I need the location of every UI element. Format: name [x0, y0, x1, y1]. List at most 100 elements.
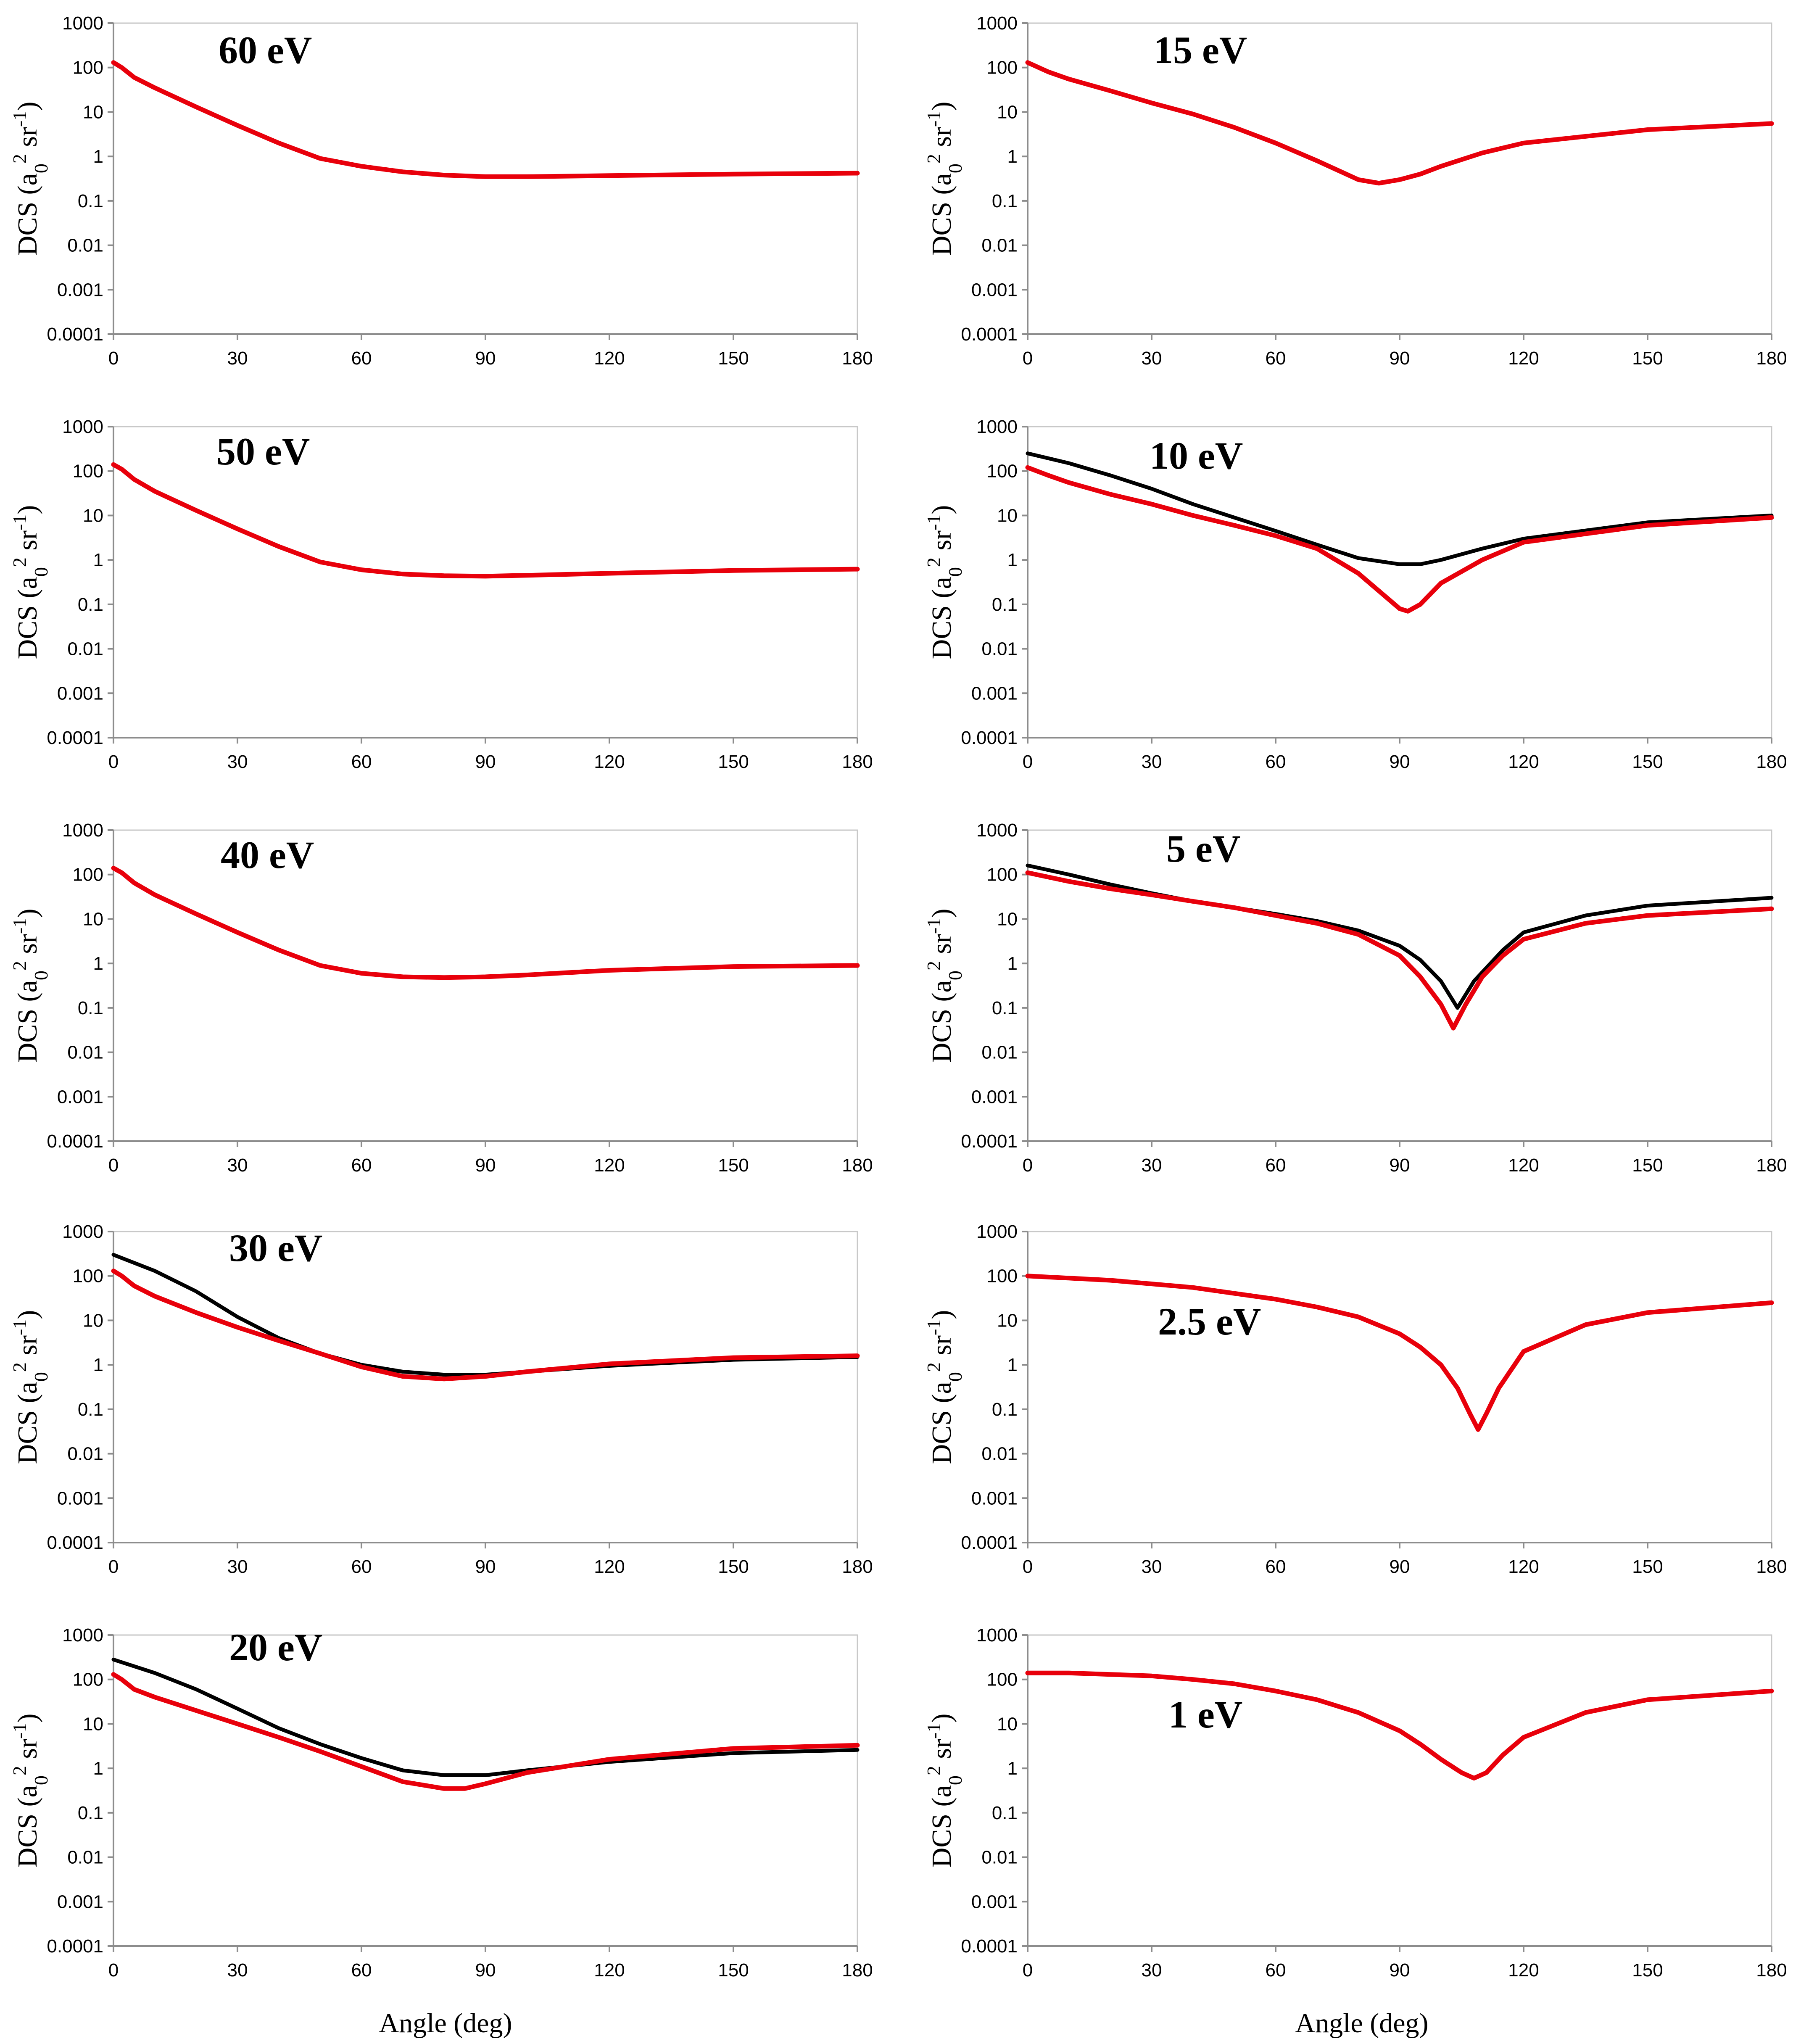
x-tick-label: 90	[475, 1556, 496, 1577]
y-axis-title-part: DCS (a	[12, 980, 43, 1063]
chart-panel: 0.0001 0.001 0.01 0.1 1 10 100 1000 0 30 60 90 120 15…	[923, 1221, 1787, 1577]
y-tick-label: 0.1	[78, 1803, 103, 1823]
y-axis-title-part: DCS (a	[12, 1382, 43, 1464]
chart-panel: 0.0001 0.001 0.01 0.1 1 10 100 1000 0 30 60 90 120 15…	[923, 417, 1787, 772]
y-tick-label: 100	[987, 865, 1018, 885]
x-tick-label: 60	[1266, 1556, 1286, 1577]
x-tick-label: 150	[1632, 752, 1663, 772]
x-tick-label: 120	[1508, 1155, 1539, 1176]
x-tick-label: 180	[842, 752, 873, 772]
x-tick-label: 30	[227, 752, 248, 772]
y-tick-label: 10	[997, 909, 1018, 929]
y-axis-title-part: DCS (a	[926, 980, 957, 1063]
y-axis-title-part: 2	[923, 1362, 944, 1372]
y-axis-title-part: -1	[923, 514, 944, 530]
x-tick-label: 0	[108, 348, 119, 369]
x-tick-label: 30	[227, 1556, 248, 1577]
y-axis-title-part: -1	[9, 514, 30, 530]
y-tick-label: 0.1	[78, 594, 103, 615]
y-tick-label: 1000	[976, 1625, 1018, 1646]
x-tick-label: 60	[351, 752, 372, 772]
y-tick-label: 0.1	[78, 191, 103, 211]
x-tick-label: 150	[1632, 1155, 1663, 1176]
series-line-red	[1025, 465, 1774, 614]
y-axis-title: DCS (a02 sr-1)	[9, 1310, 52, 1464]
y-tick-label: 1	[93, 1355, 103, 1375]
y-axis-title-part: DCS (a	[926, 173, 957, 256]
y-tick-label: 0.001	[57, 1488, 103, 1509]
y-axis-title: DCS (a02 sr-1)	[923, 505, 966, 659]
series-line-black	[1026, 451, 1774, 566]
y-tick-label: 100	[73, 1266, 103, 1287]
y-tick-label: 0.1	[992, 1399, 1018, 1420]
y-axis-title-part: sr	[12, 1739, 43, 1766]
x-tick-label: 0	[1023, 348, 1033, 369]
x-tick-label: 0	[108, 752, 119, 772]
x-tick-label: 90	[1390, 1960, 1410, 1981]
y-axis-title-part: )	[926, 909, 957, 918]
y-tick-label: 1000	[976, 417, 1018, 437]
y-tick-label: 100	[987, 461, 1018, 482]
x-tick-label: 90	[1390, 752, 1410, 772]
y-axis-title-part: 2	[9, 154, 30, 164]
y-tick-label: 0.0001	[47, 324, 103, 345]
y-tick-label: 1000	[976, 820, 1018, 841]
y-tick-label: 0.001	[57, 280, 103, 300]
x-tick-label: 90	[475, 1960, 496, 1981]
y-tick-label: 1	[93, 953, 103, 974]
x-tick-label: 180	[842, 348, 873, 369]
y-axis-title-part: )	[12, 909, 43, 918]
y-tick-label: 0.1	[992, 594, 1018, 615]
chart-panel: 0.0001 0.001 0.01 0.1 1 10 100 1000 0 30 60 90 120 15…	[923, 1625, 1787, 1981]
y-axis-title-part: -1	[923, 1723, 944, 1739]
plot-area	[1027, 829, 1772, 1142]
y-tick-label: 1	[93, 1758, 103, 1779]
x-axis-label-right: Angle (deg)	[1295, 2008, 1428, 2039]
plot-area	[113, 1634, 858, 1947]
y-tick-label: 0.0001	[47, 1532, 103, 1553]
y-tick-label: 10	[997, 1714, 1018, 1734]
y-tick-label: 1000	[976, 1221, 1018, 1242]
y-axis-title-part: -1	[923, 1319, 944, 1335]
y-tick-label: 0.001	[57, 1891, 103, 1912]
series-line-red	[111, 60, 860, 179]
panel-energy-label: 40 eV	[221, 833, 314, 876]
y-axis-title-part: 0	[30, 164, 52, 173]
x-tick-label: 120	[1508, 752, 1539, 772]
plot-area	[113, 1231, 858, 1543]
y-axis-title-part: sr	[926, 1335, 957, 1362]
y-axis-title: DCS (a02 sr-1)	[923, 1714, 966, 1868]
y-tick-label: 0.1	[992, 191, 1018, 211]
y-axis-title-part: sr	[926, 530, 957, 557]
y-tick-label: 0.1	[78, 1399, 103, 1420]
x-tick-label: 60	[351, 348, 372, 369]
x-tick-label: 180	[1756, 1556, 1787, 1577]
y-tick-label: 1000	[62, 820, 103, 841]
x-tick-label: 150	[718, 1556, 749, 1577]
y-tick-label: 100	[73, 461, 103, 482]
x-tick-label: 150	[1632, 1960, 1663, 1981]
panel-energy-label: 30 eV	[229, 1226, 322, 1269]
y-axis-title-part: )	[12, 505, 43, 514]
x-tick-label: 60	[1266, 1155, 1286, 1176]
y-axis-title-part: )	[926, 1714, 957, 1723]
x-tick-label: 0	[1023, 1155, 1033, 1176]
x-tick-label: 150	[718, 1960, 749, 1981]
y-axis-title: DCS (a02 sr-1)	[923, 1310, 966, 1464]
y-tick-label: 1	[93, 146, 103, 167]
y-tick-label: 0.0001	[961, 1532, 1018, 1553]
x-tick-label: 0	[108, 1155, 119, 1176]
x-tick-label: 150	[718, 1155, 749, 1176]
y-axis-title-part: 0	[944, 567, 966, 577]
x-tick-label: 120	[594, 1960, 625, 1981]
x-tick-label: 60	[1266, 348, 1286, 369]
y-axis-title: DCS (a02 sr-1)	[9, 909, 52, 1063]
y-axis-title-part: -1	[9, 918, 30, 934]
x-tick-label: 30	[227, 348, 248, 369]
chart-panel: 0.0001 0.001 0.01 0.1 1 10 100 1000 0 30 60 90 120 15…	[9, 1625, 873, 1981]
y-tick-label: 0.01	[981, 1042, 1018, 1063]
y-axis-title-part: 2	[923, 961, 944, 971]
panel-energy-label: 10 eV	[1150, 434, 1243, 477]
x-tick-label: 150	[1632, 1556, 1663, 1577]
series-line-red	[1025, 870, 1774, 1031]
